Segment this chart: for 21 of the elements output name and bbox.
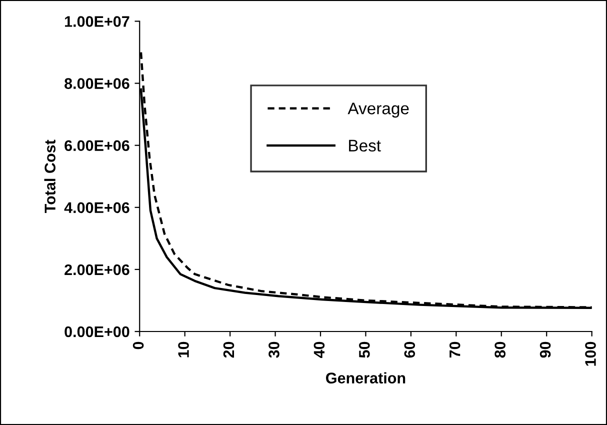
x-tick-label: 90	[540, 342, 551, 358]
x-tick-label: 40	[314, 342, 325, 358]
y-tick-label: 2.00E+06	[64, 264, 130, 276]
x-tick-label: 60	[404, 342, 416, 358]
y-tick-label: 1.00E+07	[65, 16, 130, 27]
y-tick-label: 6.00E+06	[64, 140, 130, 152]
y-axis-title: Total Cost	[44, 140, 56, 213]
x-tick-label: 70	[449, 342, 460, 358]
x-axis-title: Generation	[326, 372, 406, 384]
x-tick-label: 0	[132, 342, 144, 350]
legend-label: Average	[348, 102, 409, 118]
y-tick-label: 8.00E+06	[64, 78, 130, 89]
y-tick-label: 0.00E+00	[64, 326, 130, 338]
x-tick-label: 50	[359, 342, 370, 358]
x-tick-label: 10	[178, 342, 189, 358]
legend-label: Best	[349, 140, 381, 152]
x-tick-label: 30	[268, 342, 280, 358]
x-tick-label: 20	[223, 342, 234, 358]
x-tick-label: 80	[494, 342, 506, 358]
x-tick-label: 100	[585, 342, 596, 366]
y-tick-label: 4.00E+06	[64, 202, 130, 214]
